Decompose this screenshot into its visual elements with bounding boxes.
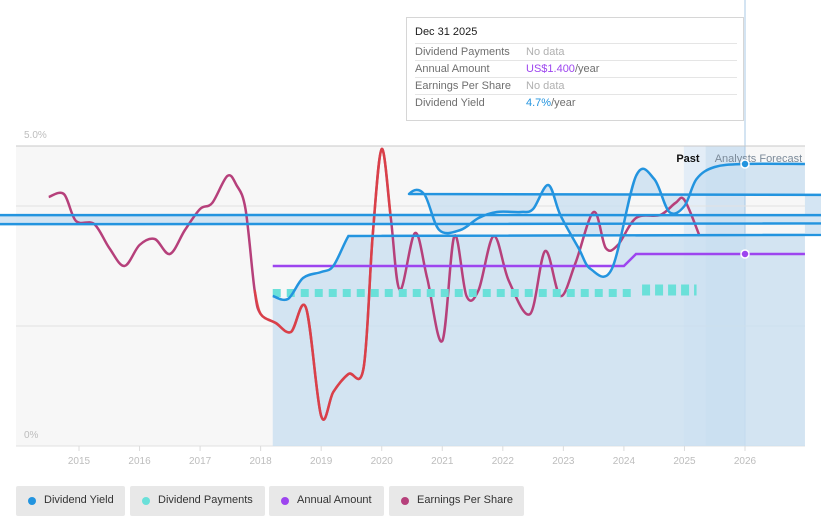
tooltip-value-text: No data	[526, 46, 565, 58]
tooltip-row-earnings-per-share: Earnings Per Share No data	[415, 77, 737, 95]
tooltip-label: Dividend Payments	[415, 46, 510, 58]
tooltip-row-dividend-payments: Dividend Payments No data	[415, 43, 737, 61]
tooltip-value-number: US$1.400	[526, 63, 575, 75]
legend-item-dividend-payments[interactable]: Dividend Payments	[130, 486, 265, 516]
y-tick-label: 5.0%	[24, 130, 47, 141]
tooltip-value: No data	[526, 46, 565, 58]
legend-label: Annual Amount	[297, 494, 372, 506]
tooltip-label: Annual Amount	[415, 63, 490, 75]
legend-item-earnings-per-share[interactable]: Earnings Per Share	[389, 486, 524, 516]
x-tick-label: 2022	[492, 456, 515, 467]
dividend-yield-line	[0, 162, 821, 302]
legend-dot-icon	[401, 497, 409, 505]
tooltip: Dec 31 2025 Dividend Payments No data An…	[406, 17, 744, 121]
x-tick-label: 2020	[371, 456, 394, 467]
tooltip-label: Earnings Per Share	[415, 80, 511, 92]
earnings-per-share-negative-line	[253, 147, 393, 421]
legend-item-dividend-yield[interactable]: Dividend Yield	[16, 486, 125, 516]
x-tick-label: 2026	[734, 456, 757, 467]
dividend-yield-area	[0, 163, 821, 446]
legend-label: Dividend Yield	[44, 494, 114, 506]
x-tick-label: 2019	[310, 456, 333, 467]
legend-dot-icon	[142, 497, 150, 505]
legend-item-annual-amount[interactable]: Annual Amount	[269, 486, 384, 516]
legend-label: Dividend Payments	[158, 494, 253, 506]
past-label: Past	[676, 153, 700, 165]
tooltip-row-dividend-yield: Dividend Yield 4.7%/year	[415, 94, 737, 112]
tooltip-value: US$1.400/year	[526, 63, 599, 75]
tooltip-row-annual-amount: Annual Amount US$1.400/year	[415, 60, 737, 78]
x-tick-label: 2024	[613, 456, 636, 467]
legend-dot-icon	[281, 497, 289, 505]
y-tick-label: 0%	[24, 430, 39, 441]
x-tick-label: 2015	[68, 456, 91, 467]
legend-dot-icon	[28, 497, 36, 505]
x-tick-label: 2025	[673, 456, 696, 467]
tooltip-value-unit: /year	[551, 97, 576, 109]
tooltip-date: Dec 31 2025	[415, 26, 478, 38]
tooltip-value-unit: /year	[574, 63, 600, 75]
dividend-yield-marker	[740, 159, 750, 169]
tooltip-value: 4.7%/year	[526, 97, 576, 109]
annual-amount-line	[272, 252, 805, 268]
dividend-chart: Past Analysts Forecast 2015 2016 2017 2018 20…	[0, 0, 821, 467]
annual-amount-marker	[740, 249, 750, 259]
x-tick-label: 2021	[431, 456, 454, 467]
x-tick-label: 2017	[189, 456, 212, 467]
x-tick-label: 2018	[250, 456, 273, 467]
tooltip-value-text: No data	[526, 80, 565, 92]
legend-label: Earnings Per Share	[417, 494, 513, 506]
tooltip-value-number: 4.7%	[526, 97, 552, 109]
tooltip-label: Dividend Yield	[415, 97, 485, 109]
x-tick-label: 2016	[128, 456, 151, 467]
tooltip-value: No data	[526, 80, 565, 92]
x-tick-label: 2023	[552, 456, 575, 467]
forecast-label: Analysts Forecast	[715, 153, 802, 165]
